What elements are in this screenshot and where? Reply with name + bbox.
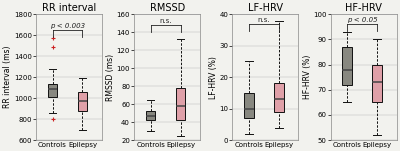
Bar (372, 65, 382, 102)
Bar (78, 92, 87, 111)
Bar (342, 47, 352, 85)
Text: p < 0.003: p < 0.003 (50, 23, 85, 29)
Title: LF-HRV: LF-HRV (248, 3, 283, 13)
Bar (146, 111, 156, 120)
Text: p < 0.05: p < 0.05 (347, 17, 377, 23)
Title: HF-HRV: HF-HRV (345, 3, 382, 13)
Bar (274, 84, 284, 112)
Y-axis label: LF-HRV (%): LF-HRV (%) (209, 56, 218, 99)
Bar (48, 84, 57, 97)
Y-axis label: RR interval (ms): RR interval (ms) (4, 46, 12, 108)
Y-axis label: HF-HRV (%): HF-HRV (%) (302, 55, 312, 99)
Bar (244, 93, 254, 118)
Bar (176, 88, 186, 120)
Title: RR interval: RR interval (42, 3, 96, 13)
Y-axis label: RMSSD (ms): RMSSD (ms) (106, 54, 115, 101)
Text: n.s.: n.s. (159, 18, 172, 24)
Title: RMSSD: RMSSD (150, 3, 185, 13)
Text: n.s.: n.s. (258, 17, 270, 23)
